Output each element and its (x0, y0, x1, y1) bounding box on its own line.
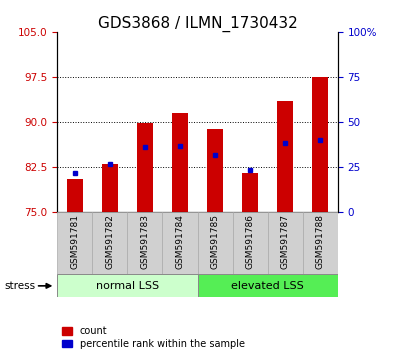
Title: GDS3868 / ILMN_1730432: GDS3868 / ILMN_1730432 (98, 16, 297, 32)
Bar (67, 179, 83, 212)
Bar (267, 212, 303, 274)
Bar (57, 212, 92, 274)
Bar (277, 101, 293, 212)
Bar (92, 212, 127, 274)
Bar (198, 212, 233, 274)
Bar (207, 129, 223, 212)
Text: GSM591785: GSM591785 (211, 214, 220, 269)
Bar (312, 77, 328, 212)
Bar (137, 123, 153, 212)
Bar (162, 212, 198, 274)
Text: GSM591786: GSM591786 (246, 214, 255, 269)
Bar (303, 212, 338, 274)
Bar (57, 274, 198, 297)
Text: GSM591787: GSM591787 (280, 214, 290, 269)
Text: normal LSS: normal LSS (96, 281, 159, 291)
Legend: count, percentile rank within the sample: count, percentile rank within the sample (62, 326, 245, 349)
Text: GSM591784: GSM591784 (175, 214, 184, 269)
Text: GSM591782: GSM591782 (105, 214, 115, 269)
Text: GSM591781: GSM591781 (70, 214, 79, 269)
Bar (242, 173, 258, 212)
Bar (198, 274, 338, 297)
Bar (102, 164, 118, 212)
Bar (233, 212, 267, 274)
Text: GSM591788: GSM591788 (316, 214, 325, 269)
Bar (172, 113, 188, 212)
Text: elevated LSS: elevated LSS (231, 281, 304, 291)
Text: GSM591783: GSM591783 (140, 214, 149, 269)
Text: stress: stress (4, 281, 35, 291)
Bar (127, 212, 162, 274)
